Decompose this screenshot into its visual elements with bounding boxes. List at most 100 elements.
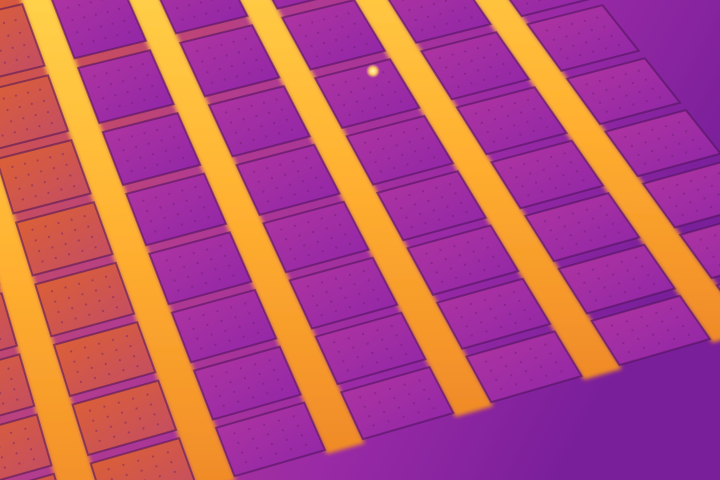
panel-dot bbox=[372, 288, 375, 291]
panel-dot bbox=[606, 264, 609, 267]
panel-dot bbox=[311, 21, 314, 24]
panel-dot bbox=[193, 15, 196, 18]
panel-dot bbox=[444, 0, 447, 2]
panel-dot bbox=[512, 290, 516, 293]
panel-dot bbox=[250, 48, 253, 51]
panel-dot bbox=[529, 172, 532, 175]
panel-dot bbox=[644, 78, 647, 81]
panel-dot bbox=[515, 383, 518, 386]
panel-dot bbox=[38, 249, 41, 253]
panel-dot bbox=[15, 58, 18, 61]
panel-dot bbox=[651, 87, 654, 90]
panel-dot bbox=[168, 192, 171, 195]
panel-dot bbox=[451, 75, 454, 79]
panel-dot bbox=[280, 196, 283, 200]
panel-dot bbox=[414, 18, 417, 22]
panel-dot bbox=[83, 16, 86, 19]
solar-panel bbox=[641, 161, 720, 229]
panel-dot bbox=[480, 121, 483, 124]
panel-dot bbox=[131, 101, 134, 104]
panel-dot bbox=[159, 206, 162, 209]
panel-dot bbox=[81, 249, 84, 252]
panel-dot bbox=[129, 345, 132, 348]
panel-dot bbox=[630, 144, 634, 147]
panel-dot bbox=[141, 63, 144, 66]
solar-panel bbox=[345, 114, 455, 186]
panel-dot bbox=[228, 339, 231, 342]
panel-dot bbox=[435, 186, 438, 189]
panel-dot bbox=[605, 88, 608, 92]
panel-dot bbox=[408, 392, 411, 396]
panel-dot bbox=[494, 317, 497, 320]
panel-dot bbox=[421, 137, 424, 140]
panel-dot bbox=[323, 18, 326, 21]
panel-dot bbox=[266, 167, 269, 170]
panel-dot bbox=[143, 132, 146, 135]
panel-dot bbox=[591, 268, 595, 271]
panel-dot bbox=[312, 230, 315, 234]
panel-dot bbox=[260, 69, 263, 72]
panel-dot bbox=[105, 72, 108, 75]
panel-dot bbox=[311, 294, 314, 297]
panel-dot bbox=[635, 256, 638, 259]
panel-dot bbox=[250, 104, 253, 107]
panel-dot bbox=[484, 298, 487, 301]
panel-dot bbox=[609, 295, 612, 298]
panel-dot bbox=[265, 135, 268, 138]
panel-dot bbox=[521, 185, 524, 188]
panel-dot bbox=[67, 296, 70, 299]
panel-dot bbox=[696, 188, 700, 191]
panel-dot bbox=[307, 254, 310, 257]
panel-dot bbox=[77, 239, 80, 242]
panel-dot bbox=[435, 271, 438, 274]
panel-dot bbox=[39, 88, 42, 91]
panel-dot bbox=[646, 324, 649, 327]
panel-dot bbox=[239, 141, 242, 145]
panel-dot bbox=[111, 338, 115, 341]
panel-dot bbox=[122, 463, 125, 466]
panel-dot bbox=[530, 379, 533, 382]
panel-dot bbox=[216, 310, 219, 313]
panel-dot bbox=[328, 52, 331, 55]
panel-dot bbox=[569, 234, 572, 237]
panel-dot bbox=[365, 42, 368, 46]
panel-dot bbox=[46, 111, 50, 114]
panel-dot bbox=[610, 34, 613, 38]
panel-dot bbox=[671, 133, 674, 136]
panel-dot bbox=[243, 61, 246, 65]
solar-panel bbox=[0, 2, 46, 78]
panel-dot bbox=[485, 360, 488, 363]
panel-dot bbox=[225, 54, 228, 57]
panel-dot bbox=[233, 390, 236, 393]
panel-dot bbox=[362, 87, 366, 90]
panel-dot bbox=[27, 173, 30, 176]
panel-dot bbox=[617, 231, 621, 234]
panel-dot bbox=[194, 219, 197, 222]
solar-panel bbox=[523, 192, 641, 263]
panel-dot bbox=[678, 121, 681, 124]
panel-dot bbox=[74, 228, 77, 232]
panel-dot bbox=[368, 415, 371, 418]
solar-panel bbox=[280, 0, 387, 71]
panel-dot bbox=[571, 22, 574, 26]
panel-dot bbox=[307, 221, 310, 224]
panel-dot bbox=[213, 57, 216, 60]
panel-dot bbox=[129, 66, 132, 69]
panel-dot bbox=[565, 35, 568, 38]
panel-dot bbox=[334, 310, 337, 313]
panel-dot bbox=[438, 218, 441, 221]
panel-dot bbox=[710, 184, 714, 187]
panel-dot bbox=[423, 388, 426, 391]
panel-dot bbox=[626, 269, 629, 272]
panel-dot bbox=[493, 118, 497, 121]
panel-dot bbox=[378, 401, 381, 404]
panel-dot bbox=[658, 96, 661, 99]
panel-dot bbox=[449, 267, 452, 270]
panel-dot bbox=[316, 304, 319, 307]
panel-dot bbox=[230, 121, 233, 124]
panel-dot bbox=[293, 193, 296, 196]
panel-dot bbox=[143, 98, 146, 101]
panel-dot bbox=[98, 299, 101, 302]
panel-dot bbox=[353, 45, 356, 49]
solar-panel bbox=[313, 57, 422, 130]
